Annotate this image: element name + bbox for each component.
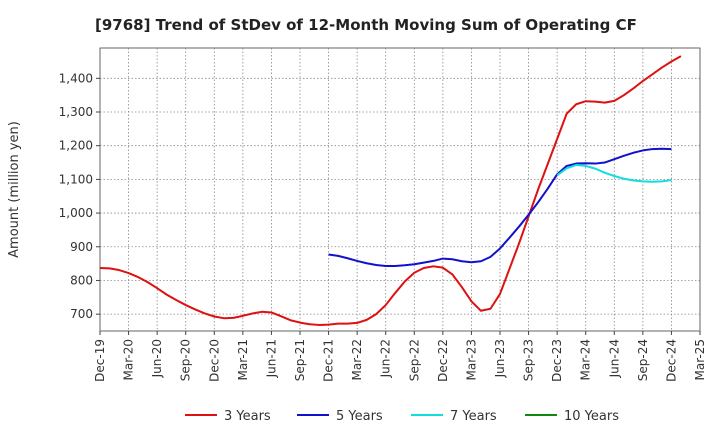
x-tick-label: Jun-21 [264,339,278,378]
x-tick-label: Jun-20 [150,339,164,378]
x-tick-label: Mar-25 [693,339,707,380]
x-tick-label: Dec-22 [436,339,450,382]
x-tick-label: Mar-24 [579,339,593,380]
series-line-5-years [328,147,672,267]
y-tick-label: 1,300 [59,105,93,119]
x-tick-label: Dec-23 [550,339,564,382]
series-line-3-years [99,55,682,326]
y-tick-label: 1,100 [59,172,93,186]
y-tick-label: 700 [70,307,93,321]
y-axis-label: Amount (million yen) [7,121,22,258]
x-tick-label: Sep-24 [636,339,650,381]
series-line-7-years [556,163,672,183]
x-tick-label: Dec-20 [207,339,221,382]
x-tick-label: Mar-23 [464,339,478,380]
legend-label: 3 Years [224,409,271,424]
plot-border [99,47,701,332]
chart-title: [9768] Trend of StDev of 12-Month Moving… [95,16,637,34]
y-tick-label: 1,000 [59,206,93,220]
x-tick-label: Jun-22 [379,339,393,378]
x-axis-ticks: Dec-19 Mar-20 Jun-20 Sep-20 Dec-20 Mar-21 Jun-… [93,331,707,382]
x-tick-label: Sep-20 [179,339,193,381]
x-tick-label: Dec-21 [322,339,336,382]
y-axis-ticks: 700 800 900 1,000 1,100 1,200 1,300 1,400 [59,71,100,321]
x-tick-label: Jun-24 [607,339,621,378]
series-layer [99,55,682,326]
y-tick-label: 1,200 [59,139,93,153]
x-tick-label: Mar-20 [122,339,136,380]
x-tick-label: Mar-21 [236,339,250,380]
y-tick-label: 1,400 [59,71,93,85]
grid [99,48,701,331]
x-tick-label: Dec-24 [664,339,678,382]
y-tick-label: 800 [70,273,93,287]
x-tick-label: Mar-22 [350,339,364,380]
legend: 3 Years 5 Years 7 Years 10 Years [185,409,619,424]
x-tick-label: Jun-23 [493,339,507,378]
x-tick-label: Sep-22 [407,339,421,381]
legend-label: 10 Years [564,409,619,424]
legend-label: 7 Years [450,409,497,424]
legend-label: 5 Years [336,409,383,424]
x-tick-label: Dec-19 [93,339,107,382]
x-tick-label: Sep-23 [522,339,536,381]
y-tick-label: 900 [70,240,93,254]
x-tick-label: Sep-21 [293,339,307,381]
